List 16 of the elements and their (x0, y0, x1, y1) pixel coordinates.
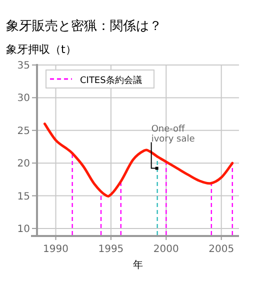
y-tick-label: 35 (17, 60, 30, 72)
legend-label: CITES条約会議 (80, 75, 142, 86)
y-axis-title: 象牙押収（t） (6, 43, 76, 56)
x-tick-label: 2000 (153, 244, 179, 255)
x-tick-label: 1990 (43, 244, 68, 255)
y-tick-label: 20 (17, 158, 30, 170)
x-tick-label: 1995 (98, 244, 124, 255)
y-tick-label: 25 (17, 126, 30, 137)
y-tick-label: 30 (17, 93, 30, 104)
x-tick-label: 2005 (208, 244, 234, 255)
chart-title: 象牙販売と密猟：関係は？ (6, 19, 162, 34)
y-tick-label: 10 (17, 224, 30, 235)
x-axis-title: 年 (133, 259, 143, 271)
annotation: One-off ivory sale (151, 124, 196, 144)
line-series (43, 122, 234, 198)
y-tick-label: 15 (17, 191, 30, 202)
